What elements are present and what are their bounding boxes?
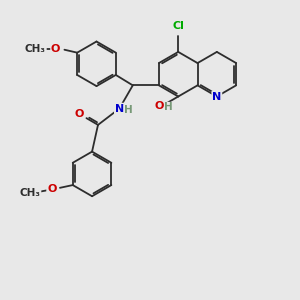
Text: H: H (124, 105, 133, 115)
Text: N: N (115, 103, 124, 113)
Text: N: N (212, 92, 221, 101)
Text: O: O (154, 101, 164, 111)
Text: O: O (75, 109, 84, 119)
Text: Cl: Cl (172, 21, 184, 31)
Text: O: O (47, 184, 56, 194)
Text: O: O (51, 44, 60, 53)
Text: H: H (164, 102, 173, 112)
Text: CH₃: CH₃ (20, 188, 40, 198)
Text: CH₃: CH₃ (25, 44, 46, 53)
